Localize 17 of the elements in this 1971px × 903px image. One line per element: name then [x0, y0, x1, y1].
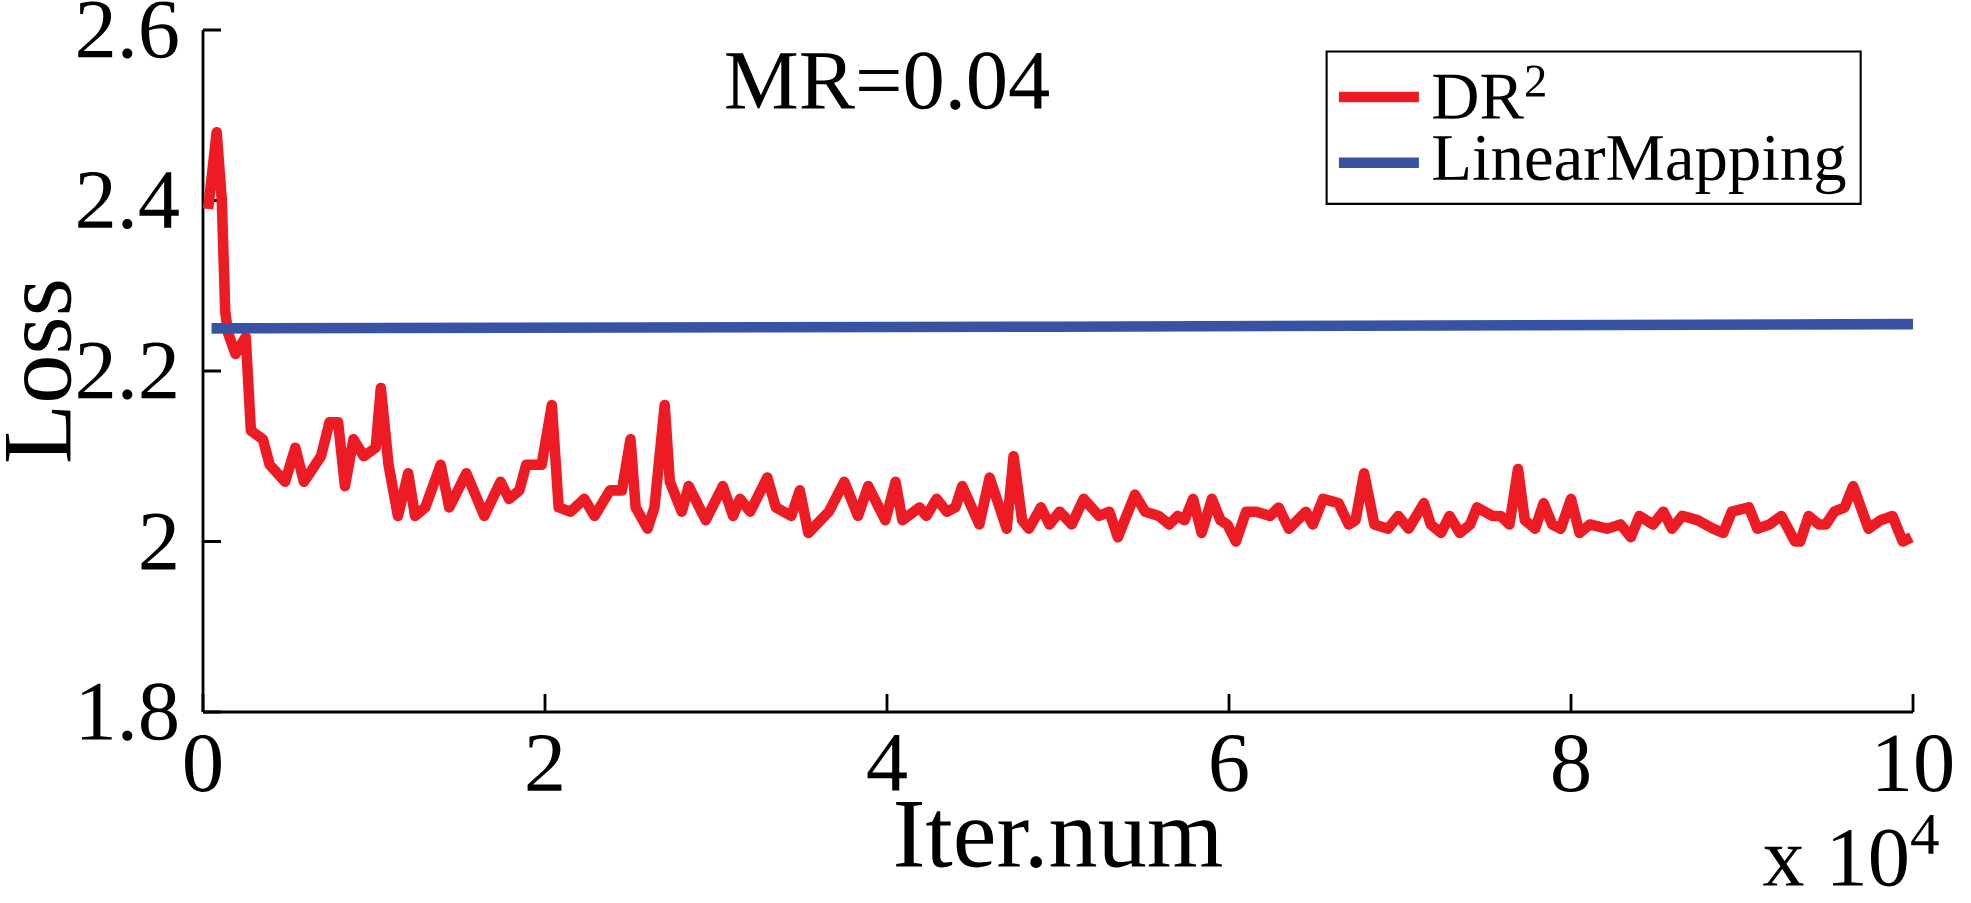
y-tick-label: 1.8: [81, 683, 177, 741]
x-tick-label: 4: [867, 734, 907, 791]
chart-title: MR=0.04: [726, 52, 1049, 110]
legend-label: DR$^{2}$: [1433, 65, 1545, 119]
y-tick-label: 2: [141, 513, 176, 570]
y-tick-label: 2.6: [78, 1, 178, 59]
y-tick-label: 2.4: [78, 172, 179, 230]
x-tick-label: 10: [1878, 734, 1952, 792]
x-tick-label: 6: [1211, 734, 1248, 792]
x-axis-title: Iter.num: [896, 802, 1222, 868]
y-axis-title: Loss: [5, 281, 72, 462]
x-tick-label: 0: [185, 734, 221, 792]
legend-label: LinearMapping: [1433, 135, 1846, 195]
text: x 10$^{4}$: [1763, 814, 1939, 887]
x-tick-label: 2: [527, 734, 562, 791]
x-tick-label: 8: [1553, 734, 1589, 792]
y-tick-label: 2.2: [78, 342, 176, 400]
